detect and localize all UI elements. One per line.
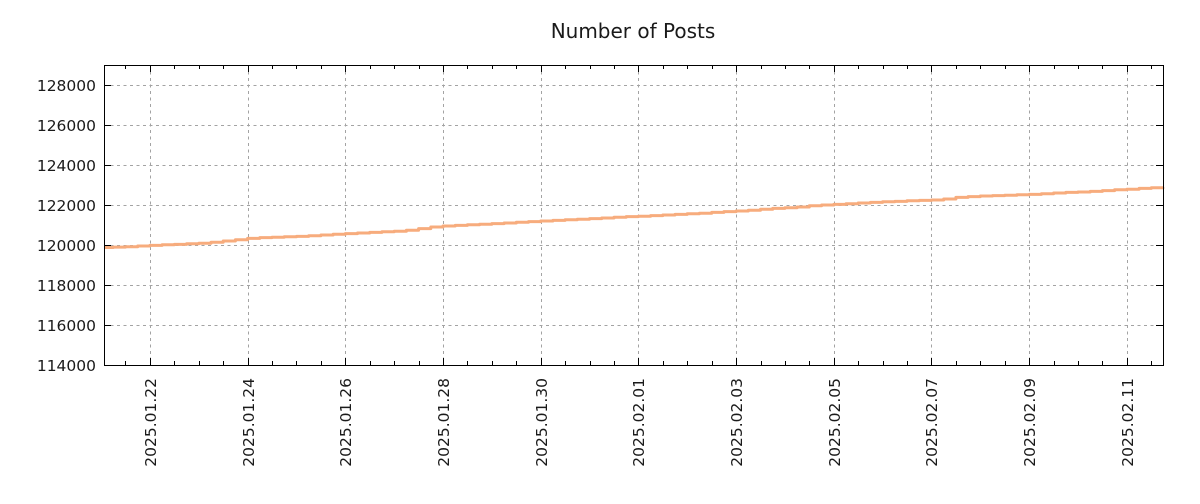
x-tick-label: 2025.01.30 (533, 378, 551, 467)
x-tick-label: 2025.01.26 (337, 378, 355, 467)
series-line (104, 186, 1165, 249)
x-tick-label: 2025.01.24 (240, 378, 258, 467)
y-tick-label: 124000 (37, 157, 96, 175)
x-tick-label: 2025.01.28 (435, 378, 453, 467)
y-tick-label: 116000 (37, 317, 96, 335)
x-tick-label: 2025.02.01 (630, 378, 648, 467)
y-tick-label: 120000 (37, 237, 96, 255)
y-tick-label: 126000 (37, 117, 96, 135)
y-tick-label: 122000 (37, 197, 96, 215)
axes (104, 65, 1164, 366)
y-tick-label: 114000 (37, 357, 96, 375)
x-tick-label: 2025.02.09 (1021, 378, 1039, 467)
x-tick-label: 2025.02.07 (923, 378, 941, 467)
x-tick-label: 2025.02.11 (1119, 378, 1137, 467)
axis-labels: 114000 116000 118000 120000 122000 124000 1260… (37, 77, 1137, 467)
y-tick-label: 128000 (37, 77, 96, 95)
x-tick-label: 2025.02.03 (728, 378, 746, 467)
x-tick-label: 2025.02.05 (826, 378, 844, 467)
plot-border (104, 65, 1164, 366)
x-tick-label: 2025.01.22 (142, 378, 160, 467)
y-tick-label: 118000 (37, 277, 96, 295)
chart-title: Number of Posts (551, 19, 716, 43)
series-number-of-posts (104, 186, 1165, 249)
gridlines (104, 65, 1163, 366)
